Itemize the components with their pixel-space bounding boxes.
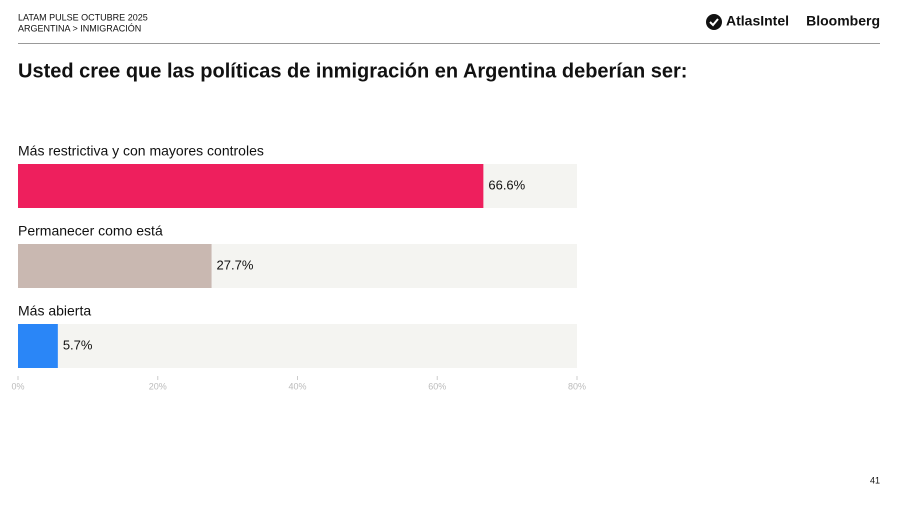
value-label: 5.7% (63, 337, 93, 352)
bar (18, 324, 58, 368)
bar-track (18, 324, 577, 368)
atlas-icon (706, 14, 722, 30)
bar (18, 164, 484, 208)
x-tick-label: 20% (149, 381, 167, 391)
bloomberg-logo: Bloomberg (806, 13, 880, 29)
x-tick-label: 0% (11, 381, 24, 391)
value-label: 27.7% (217, 257, 254, 272)
x-tick-label: 80% (568, 381, 586, 391)
chart-title: Usted cree que las políticas de inmigrac… (18, 60, 687, 82)
category-label: Más abierta (18, 303, 91, 319)
x-tick-label: 40% (288, 381, 306, 391)
atlas-logo: AtlasIntel (726, 13, 789, 29)
category-label: Más restrictiva y con mayores controles (18, 143, 264, 159)
x-tick-label: 60% (428, 381, 446, 391)
category-label: Permanecer como está (18, 223, 163, 239)
value-label: 66.6% (488, 177, 525, 192)
page-number: 41 (870, 475, 880, 485)
bar (18, 244, 212, 288)
section-label: ARGENTINA > INMIGRACIÓN (18, 23, 141, 33)
survey-label: LATAM PULSE OCTUBRE 2025 (18, 12, 148, 22)
